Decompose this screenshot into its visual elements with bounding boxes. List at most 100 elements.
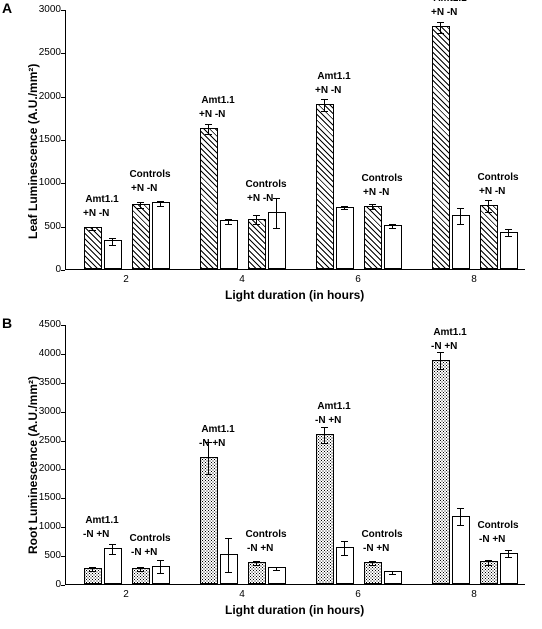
bar bbox=[316, 104, 334, 269]
y-tick: 2500 bbox=[31, 435, 61, 446]
error-cap bbox=[109, 245, 116, 246]
error-cap bbox=[457, 224, 464, 225]
error-cap bbox=[253, 215, 260, 216]
error-cap bbox=[341, 555, 348, 556]
bar bbox=[336, 207, 354, 269]
bar bbox=[200, 128, 218, 269]
y-tick-mark bbox=[61, 383, 65, 384]
error-cap bbox=[341, 209, 348, 210]
error-cap bbox=[89, 227, 96, 228]
x-axis-label: Light duration (in hours) bbox=[225, 603, 364, 617]
panel-label: B bbox=[2, 315, 12, 331]
error-bar bbox=[160, 560, 161, 574]
error-cap bbox=[225, 219, 232, 220]
error-cap bbox=[437, 369, 444, 370]
error-cap bbox=[89, 571, 96, 572]
bar bbox=[500, 232, 518, 269]
y-tick: 4000 bbox=[31, 348, 61, 359]
error-cap bbox=[253, 224, 260, 225]
y-tick: 3500 bbox=[31, 377, 61, 388]
error-bar bbox=[440, 352, 441, 369]
bar bbox=[200, 457, 218, 584]
error-cap bbox=[273, 228, 280, 229]
group-label-ctrl: Controls bbox=[355, 529, 409, 540]
nn-label-ctrl: +N -N bbox=[131, 183, 157, 194]
nn-label-amt: -N +N bbox=[83, 529, 109, 540]
error-cap bbox=[205, 474, 212, 475]
error-cap bbox=[341, 206, 348, 207]
y-tick-mark bbox=[61, 325, 65, 326]
y-tick-mark bbox=[61, 469, 65, 470]
error-cap bbox=[505, 550, 512, 551]
nn-label-ctrl: -N +N bbox=[131, 547, 157, 558]
error-bar bbox=[488, 200, 489, 212]
bar bbox=[132, 204, 150, 269]
error-cap bbox=[157, 560, 164, 561]
y-tick: 0 bbox=[31, 579, 61, 590]
error-cap bbox=[389, 224, 396, 225]
error-cap bbox=[89, 567, 96, 568]
error-bar bbox=[460, 508, 461, 525]
x-tick: 4 bbox=[232, 589, 252, 600]
bar bbox=[364, 206, 382, 269]
bar bbox=[432, 360, 450, 584]
error-cap bbox=[505, 557, 512, 558]
error-cap bbox=[369, 209, 376, 210]
error-cap bbox=[109, 554, 116, 555]
y-tick-mark bbox=[61, 270, 65, 271]
y-tick-mark bbox=[61, 412, 65, 413]
error-bar bbox=[112, 238, 113, 245]
error-cap bbox=[437, 22, 444, 23]
nn-label-ctrl: +N -N bbox=[363, 187, 389, 198]
error-cap bbox=[457, 525, 464, 526]
bar bbox=[316, 434, 334, 584]
error-bar bbox=[276, 198, 277, 227]
error-cap bbox=[89, 230, 96, 231]
error-cap bbox=[137, 208, 144, 209]
y-tick: 500 bbox=[31, 221, 61, 232]
error-bar bbox=[344, 541, 345, 555]
error-cap bbox=[205, 134, 212, 135]
error-cap bbox=[457, 508, 464, 509]
x-tick: 2 bbox=[116, 274, 136, 285]
error-cap bbox=[369, 561, 376, 562]
error-bar bbox=[324, 427, 325, 443]
error-cap bbox=[321, 99, 328, 100]
nn-label-ctrl: -N +N bbox=[363, 543, 389, 554]
nn-label-ctrl: -N +N bbox=[479, 534, 505, 545]
y-tick-mark bbox=[61, 498, 65, 499]
plot-area bbox=[65, 10, 525, 270]
nn-label-ctrl: +N -N bbox=[247, 193, 273, 204]
error-bar bbox=[440, 22, 441, 32]
x-tick: 2 bbox=[116, 589, 136, 600]
error-cap bbox=[321, 427, 328, 428]
error-cap bbox=[485, 212, 492, 213]
bar bbox=[268, 212, 286, 269]
error-cap bbox=[273, 570, 280, 571]
bar bbox=[220, 554, 238, 584]
nn-label-amt: +N -N bbox=[431, 7, 457, 18]
error-cap bbox=[457, 208, 464, 209]
y-tick-mark bbox=[61, 183, 65, 184]
y-tick-mark bbox=[61, 527, 65, 528]
group-label-amt: Amt1.1 bbox=[78, 515, 126, 526]
error-cap bbox=[321, 111, 328, 112]
y-tick: 500 bbox=[31, 550, 61, 561]
nn-label-amt: -N +N bbox=[199, 438, 225, 449]
nn-label-ctrl: +N -N bbox=[479, 186, 505, 197]
error-cap bbox=[205, 124, 212, 125]
error-cap bbox=[437, 352, 444, 353]
error-cap bbox=[225, 224, 232, 225]
error-cap bbox=[253, 561, 260, 562]
error-cap bbox=[273, 198, 280, 199]
bar bbox=[248, 219, 266, 269]
error-cap bbox=[505, 229, 512, 230]
x-tick: 4 bbox=[232, 274, 252, 285]
bar bbox=[152, 566, 170, 584]
error-cap bbox=[109, 544, 116, 545]
y-tick: 3000 bbox=[31, 4, 61, 15]
error-cap bbox=[137, 571, 144, 572]
group-label-ctrl: Controls bbox=[355, 173, 409, 184]
group-label-amt: Amt1.1 bbox=[310, 71, 358, 82]
y-tick-mark bbox=[61, 585, 65, 586]
